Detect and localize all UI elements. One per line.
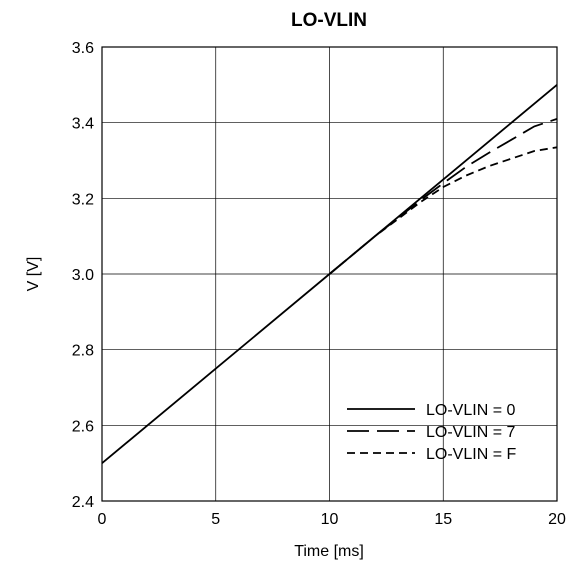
y-tick-label: 3.0 bbox=[72, 267, 94, 284]
y-tick-label: 3.2 bbox=[72, 191, 94, 208]
x-tick-label: 15 bbox=[434, 511, 452, 528]
legend-label-0: LO-VLIN = 0 bbox=[426, 402, 515, 419]
x-tick-label: 0 bbox=[98, 511, 107, 528]
y-tick-label: 3.6 bbox=[72, 40, 94, 57]
x-tick-labels: 0 5 10 15 20 bbox=[98, 511, 566, 528]
y-tick-label: 2.6 bbox=[72, 418, 94, 435]
x-axis-label: Time [ms] bbox=[294, 543, 364, 560]
y-tick-label: 3.4 bbox=[72, 116, 94, 133]
legend: LO-VLIN = 0 LO-VLIN = 7 LO-VLIN = F bbox=[347, 402, 516, 463]
y-axis-label: V [V] bbox=[25, 257, 42, 292]
y-tick-label: 2.4 bbox=[72, 494, 94, 511]
series-line-2 bbox=[328, 146, 558, 275]
plot-frame bbox=[101, 46, 558, 502]
series-group bbox=[101, 84, 558, 464]
legend-label-1: LO-VLIN = 7 bbox=[426, 424, 515, 441]
chart-title: LO-VLIN bbox=[291, 10, 367, 31]
y-tick-labels: 2.4 2.6 2.8 3.0 3.2 3.4 3.6 bbox=[72, 40, 94, 511]
x-tick-label: 10 bbox=[321, 511, 339, 528]
legend-label-2: LO-VLIN = F bbox=[426, 446, 516, 463]
x-tick-label: 20 bbox=[548, 511, 566, 528]
x-tick-label: 5 bbox=[211, 511, 220, 528]
y-tick-label: 2.8 bbox=[72, 343, 94, 360]
